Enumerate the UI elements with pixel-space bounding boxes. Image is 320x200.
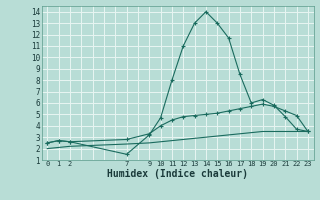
X-axis label: Humidex (Indice chaleur): Humidex (Indice chaleur) [107,169,248,179]
